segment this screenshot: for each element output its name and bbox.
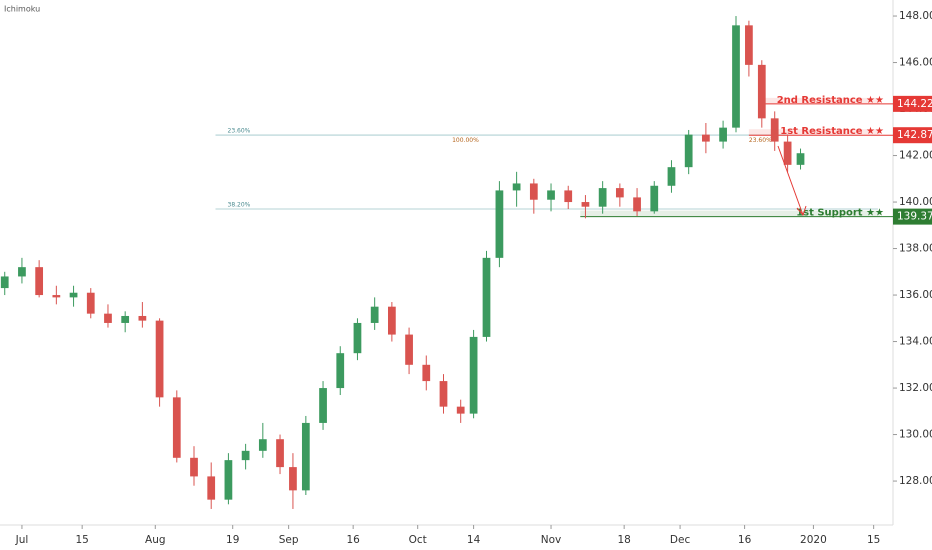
level-name: 1st Support ★★ (796, 208, 884, 219)
candle-body (732, 25, 740, 128)
candle-body (615, 188, 624, 198)
candle-body (190, 457, 198, 477)
candle-body (52, 295, 61, 298)
y-tick-label: 142.000 (899, 150, 932, 162)
candle-body (172, 397, 181, 458)
candle-body (633, 197, 641, 212)
y-tick-label: 138.000 (899, 243, 932, 255)
y-tick-label: 146.000 (899, 57, 932, 69)
x-tick-label: Oct (409, 534, 427, 546)
candle-body (35, 267, 44, 296)
candle-body (138, 315, 147, 321)
y-tick-label: 140.000 (899, 196, 932, 208)
y-tick-label: 148.000 (899, 10, 932, 22)
candle-body (18, 267, 26, 277)
candle-body (86, 292, 95, 314)
candle-body (336, 353, 345, 389)
x-tick-label: Nov (541, 534, 562, 546)
candle-body (667, 167, 676, 186)
candle-body (289, 467, 297, 491)
candle-body (684, 134, 693, 168)
candle-body (387, 306, 396, 335)
candle-body (598, 188, 607, 207)
candle-body (702, 134, 710, 142)
x-tick-label: 15 (867, 534, 880, 546)
candle-body (439, 381, 448, 407)
y-tick-label: 136.000 (899, 289, 932, 301)
candle-body (0, 276, 9, 289)
y-tick-label: 130.000 (899, 429, 932, 441)
candle-body (547, 190, 555, 200)
candle-body (121, 315, 130, 323)
candle-body (482, 257, 491, 337)
candle-body (241, 450, 250, 461)
x-tick-label: 16 (346, 534, 360, 546)
price-label-box (893, 95, 932, 112)
x-tick-label: Aug (145, 534, 166, 546)
x-tick-label: 14 (467, 534, 481, 546)
x-tick-label: 2020 (800, 534, 827, 546)
price-label-box (893, 208, 932, 225)
price-label-box (893, 127, 932, 144)
candle-body (783, 141, 792, 165)
candle-body (745, 25, 753, 65)
candle-body (564, 190, 573, 203)
level-zone (748, 129, 880, 136)
candle-body (529, 183, 538, 200)
fib-label: 23.60% (749, 137, 772, 144)
x-tick-label: Jul (15, 534, 29, 546)
candle-body (422, 364, 431, 382)
candle-body (276, 439, 284, 468)
level-name: 2nd Resistance ★★ (777, 95, 884, 106)
fib-label: 38.20% (228, 202, 251, 209)
candle-body (301, 422, 310, 491)
x-tick-label: 19 (226, 534, 239, 546)
candle-body (224, 460, 233, 500)
candle-body (258, 439, 267, 451)
indicator-label: Ichimoku (4, 5, 40, 14)
candle-body (353, 322, 362, 354)
level-zone (759, 97, 880, 104)
y-tick-label: 134.000 (899, 336, 932, 348)
price-label: 142.875 (897, 129, 932, 141)
candle-body (319, 388, 327, 423)
price-label: 144.223 (897, 98, 932, 110)
candle-body (719, 127, 727, 142)
candle-body (207, 476, 216, 500)
candle-body (650, 185, 659, 212)
y-tick-label: 128.000 (899, 475, 932, 487)
candle-body (155, 320, 164, 398)
x-tick-label: Dec (670, 534, 691, 546)
projection-arrow (777, 145, 807, 216)
candle-body (495, 190, 504, 258)
candle-body (370, 306, 379, 323)
price-label: 139.374 (897, 211, 932, 223)
x-tick-label: 18 (617, 534, 630, 546)
candle-body (770, 118, 779, 142)
candle-body (512, 183, 521, 191)
level-name: 1st Resistance ★★ (780, 126, 884, 137)
candle-body (405, 334, 413, 365)
fib-label: 23.60% (228, 128, 251, 135)
y-tick-label: 132.000 (899, 382, 932, 394)
x-tick-label: Sep (279, 534, 299, 546)
candle-body (796, 153, 805, 165)
candle-body (469, 336, 478, 414)
candle-body (581, 202, 590, 207)
candle-body (456, 406, 465, 414)
fib-label: 100.00% (452, 137, 479, 144)
x-tick-label: 15 (75, 534, 88, 546)
candle-body (757, 64, 766, 119)
candle-body (69, 292, 78, 298)
level-zone (580, 210, 880, 217)
candle-body (104, 313, 112, 323)
x-tick-label: 16 (738, 534, 752, 546)
